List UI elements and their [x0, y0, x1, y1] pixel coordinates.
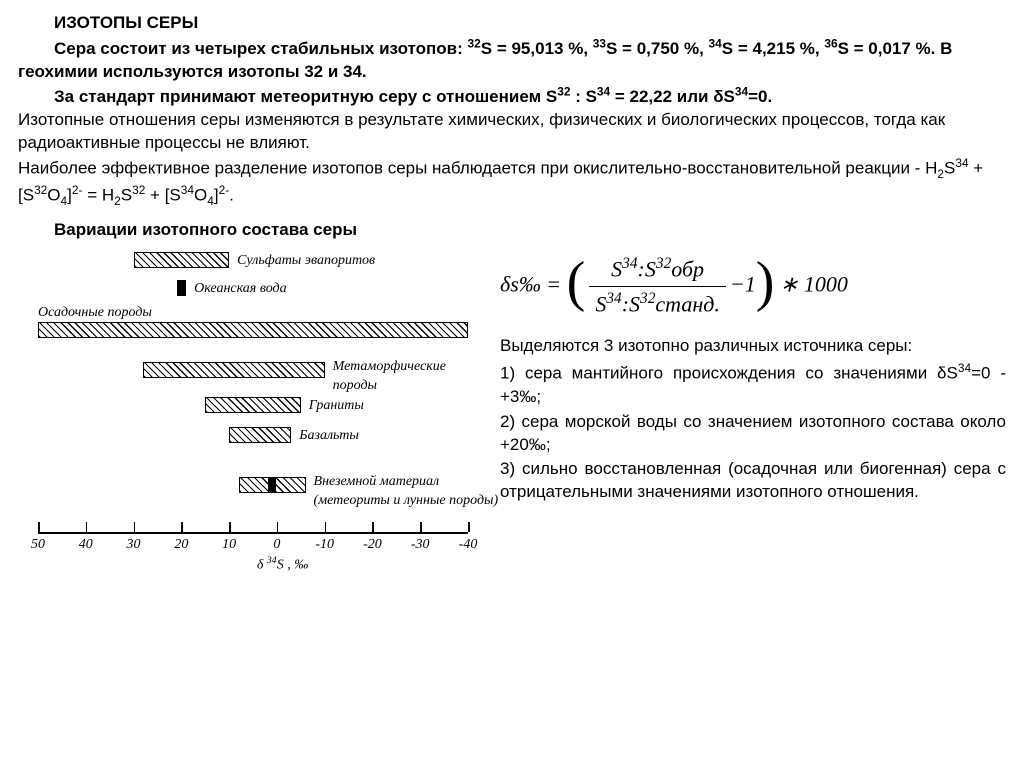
sup: 36 — [824, 36, 837, 50]
bar-label: Сульфаты эвапоритов — [237, 252, 375, 271]
t: S = 4,215 %, — [722, 39, 825, 58]
tick-label: 50 — [31, 536, 45, 555]
paragraph-4: Наиболее эффективное разделение изотопов… — [18, 155, 1006, 209]
t: = H — [82, 186, 114, 205]
tick — [372, 522, 374, 532]
p1-text: Сера состоит из четырех стабильных изото… — [54, 39, 468, 58]
sup: 34 — [735, 84, 748, 98]
tick-label: 40 — [79, 536, 93, 555]
tick — [277, 522, 279, 532]
t: ∗ 1000 — [780, 272, 848, 297]
t: =0. — [748, 87, 772, 106]
sup: 34 — [606, 290, 621, 307]
t: + [S — [145, 186, 180, 205]
sup: 2- — [72, 183, 83, 197]
t: :S — [638, 256, 656, 281]
bar — [143, 362, 325, 378]
bar-label: Внеземной материал(метеориты и лунные по… — [314, 473, 499, 511]
t: δs‰ — [500, 272, 541, 297]
sup: 32 — [132, 183, 145, 197]
sup: 33 — [593, 36, 606, 50]
tick — [325, 522, 327, 532]
bar-label: Базальты — [299, 427, 359, 446]
side-label: Осадочные породы — [38, 304, 152, 323]
tick — [181, 522, 183, 532]
section-title: Вариации изотопного состава серы — [54, 219, 1006, 242]
tick-label: -20 — [363, 536, 382, 555]
x-axis — [38, 532, 468, 534]
sup: 34 — [622, 255, 637, 272]
tick-label: 20 — [174, 536, 188, 555]
t: обр — [671, 256, 704, 281]
marker — [268, 477, 276, 493]
sup: 32 — [468, 36, 481, 50]
t: S = 0,750 %, — [606, 39, 709, 58]
sub: 2 — [937, 167, 944, 181]
bar-label: Метаморфическиепороды — [333, 358, 446, 396]
tick-label: -30 — [411, 536, 430, 555]
sup: 2- — [219, 183, 230, 197]
sup: 34 — [955, 156, 968, 170]
t: S — [121, 186, 132, 205]
sup: 34 — [958, 361, 971, 375]
tick — [86, 522, 88, 532]
t: O — [194, 186, 207, 205]
isotope-range-chart: Сульфаты эвапоритов Океанская вода Осадочн… — [18, 252, 478, 592]
sources-text: Выделяются 3 изотопно различных источник… — [500, 335, 1006, 504]
tick-label: -40 — [459, 536, 478, 555]
bar — [229, 427, 291, 443]
t: станд. — [655, 291, 719, 316]
tick — [38, 522, 40, 532]
tick-label: -10 — [315, 536, 334, 555]
t: :S — [622, 291, 640, 316]
paragraph-2: За стандарт принимают метеоритную серу с… — [18, 83, 1006, 109]
sup: 34 — [597, 84, 610, 98]
t: S — [611, 256, 622, 281]
delta-formula: δs‰ = (S34:S32обрS34:S32станд.−1) ∗ 1000 — [500, 254, 1006, 319]
tick — [420, 522, 422, 532]
bar — [177, 280, 187, 296]
tick — [134, 522, 136, 532]
bar — [205, 397, 301, 413]
sup: 32 — [640, 290, 655, 307]
tick-label: 30 — [127, 536, 141, 555]
t: −1 — [730, 272, 756, 297]
t: Выделяются 3 изотопно различных источник… — [500, 335, 1006, 358]
t: : S — [570, 87, 596, 106]
t: = — [541, 272, 567, 297]
paren-icon: ( — [567, 260, 586, 305]
bar-label: Граниты — [309, 397, 364, 416]
bar-label: Океанская вода — [194, 280, 287, 299]
paragraph-3: Изотопные отношения серы изменяются в ре… — [18, 109, 1006, 155]
tick — [229, 522, 231, 532]
t: Наиболее эффективное разделение изотопов… — [18, 159, 937, 178]
sup: 34 — [181, 183, 194, 197]
page-title: ИЗОТОПЫ СЕРЫ — [54, 12, 1006, 35]
tick-label: 10 — [222, 536, 236, 555]
sup: 32 — [557, 84, 570, 98]
axis-title: δ 34S , ‰ — [257, 554, 308, 576]
t: O — [47, 186, 60, 205]
t: За стандарт принимают метеоритную серу с… — [54, 87, 557, 106]
bar — [38, 322, 468, 338]
t: . — [229, 186, 234, 205]
sup: 34 — [709, 36, 722, 50]
sub: 2 — [114, 194, 121, 208]
t: S — [944, 159, 955, 178]
tick — [468, 522, 470, 532]
t: 1) сера мантийного происхождения со знач… — [500, 364, 958, 383]
t: = 22,22 или δS — [610, 87, 735, 106]
t: 3) сильно восстановленная (осадочная или… — [500, 458, 1006, 504]
tick-label: 0 — [273, 536, 280, 555]
t: S — [595, 291, 606, 316]
sub: 4 — [207, 194, 214, 208]
paren-icon: ) — [756, 260, 775, 305]
bar — [134, 252, 230, 268]
sup: 32 — [656, 255, 671, 272]
t: 2) сера морской воды со значением изотоп… — [500, 411, 1006, 457]
paragraph-1: Сера состоит из четырех стабильных изото… — [18, 35, 1006, 84]
sup: 32 — [34, 183, 47, 197]
t: S = 95,013 %, — [481, 39, 593, 58]
